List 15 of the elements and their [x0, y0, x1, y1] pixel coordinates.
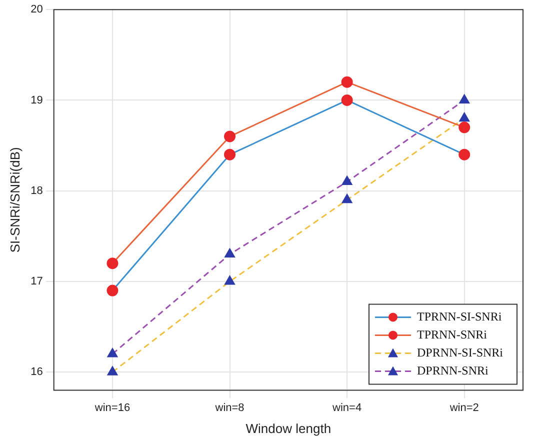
- legend-label: DPRNN-SNRi: [416, 363, 489, 378]
- y-tick-label: 16: [30, 366, 43, 378]
- y-tick-label: 19: [30, 94, 43, 106]
- y-tick-label: 20: [30, 4, 43, 16]
- x-tick-label: win=2: [448, 402, 479, 414]
- x-tick-label: win=8: [214, 402, 244, 414]
- y-axis-title: SI-SNRi/SNRi(dB): [7, 147, 22, 253]
- x-tick-label: win=16: [94, 402, 130, 414]
- x-tick-label: win=4: [332, 402, 362, 414]
- legend-label: TPRNN-SNRi: [416, 327, 488, 342]
- legend-label: DPRNN-SI-SNRi: [416, 345, 504, 360]
- x-axis-title: Window length: [246, 420, 332, 436]
- y-tick-label: 18: [30, 184, 43, 197]
- legend-label: TPRNN-SI-SNRi: [416, 309, 502, 324]
- y-tick-label: 17: [30, 275, 43, 288]
